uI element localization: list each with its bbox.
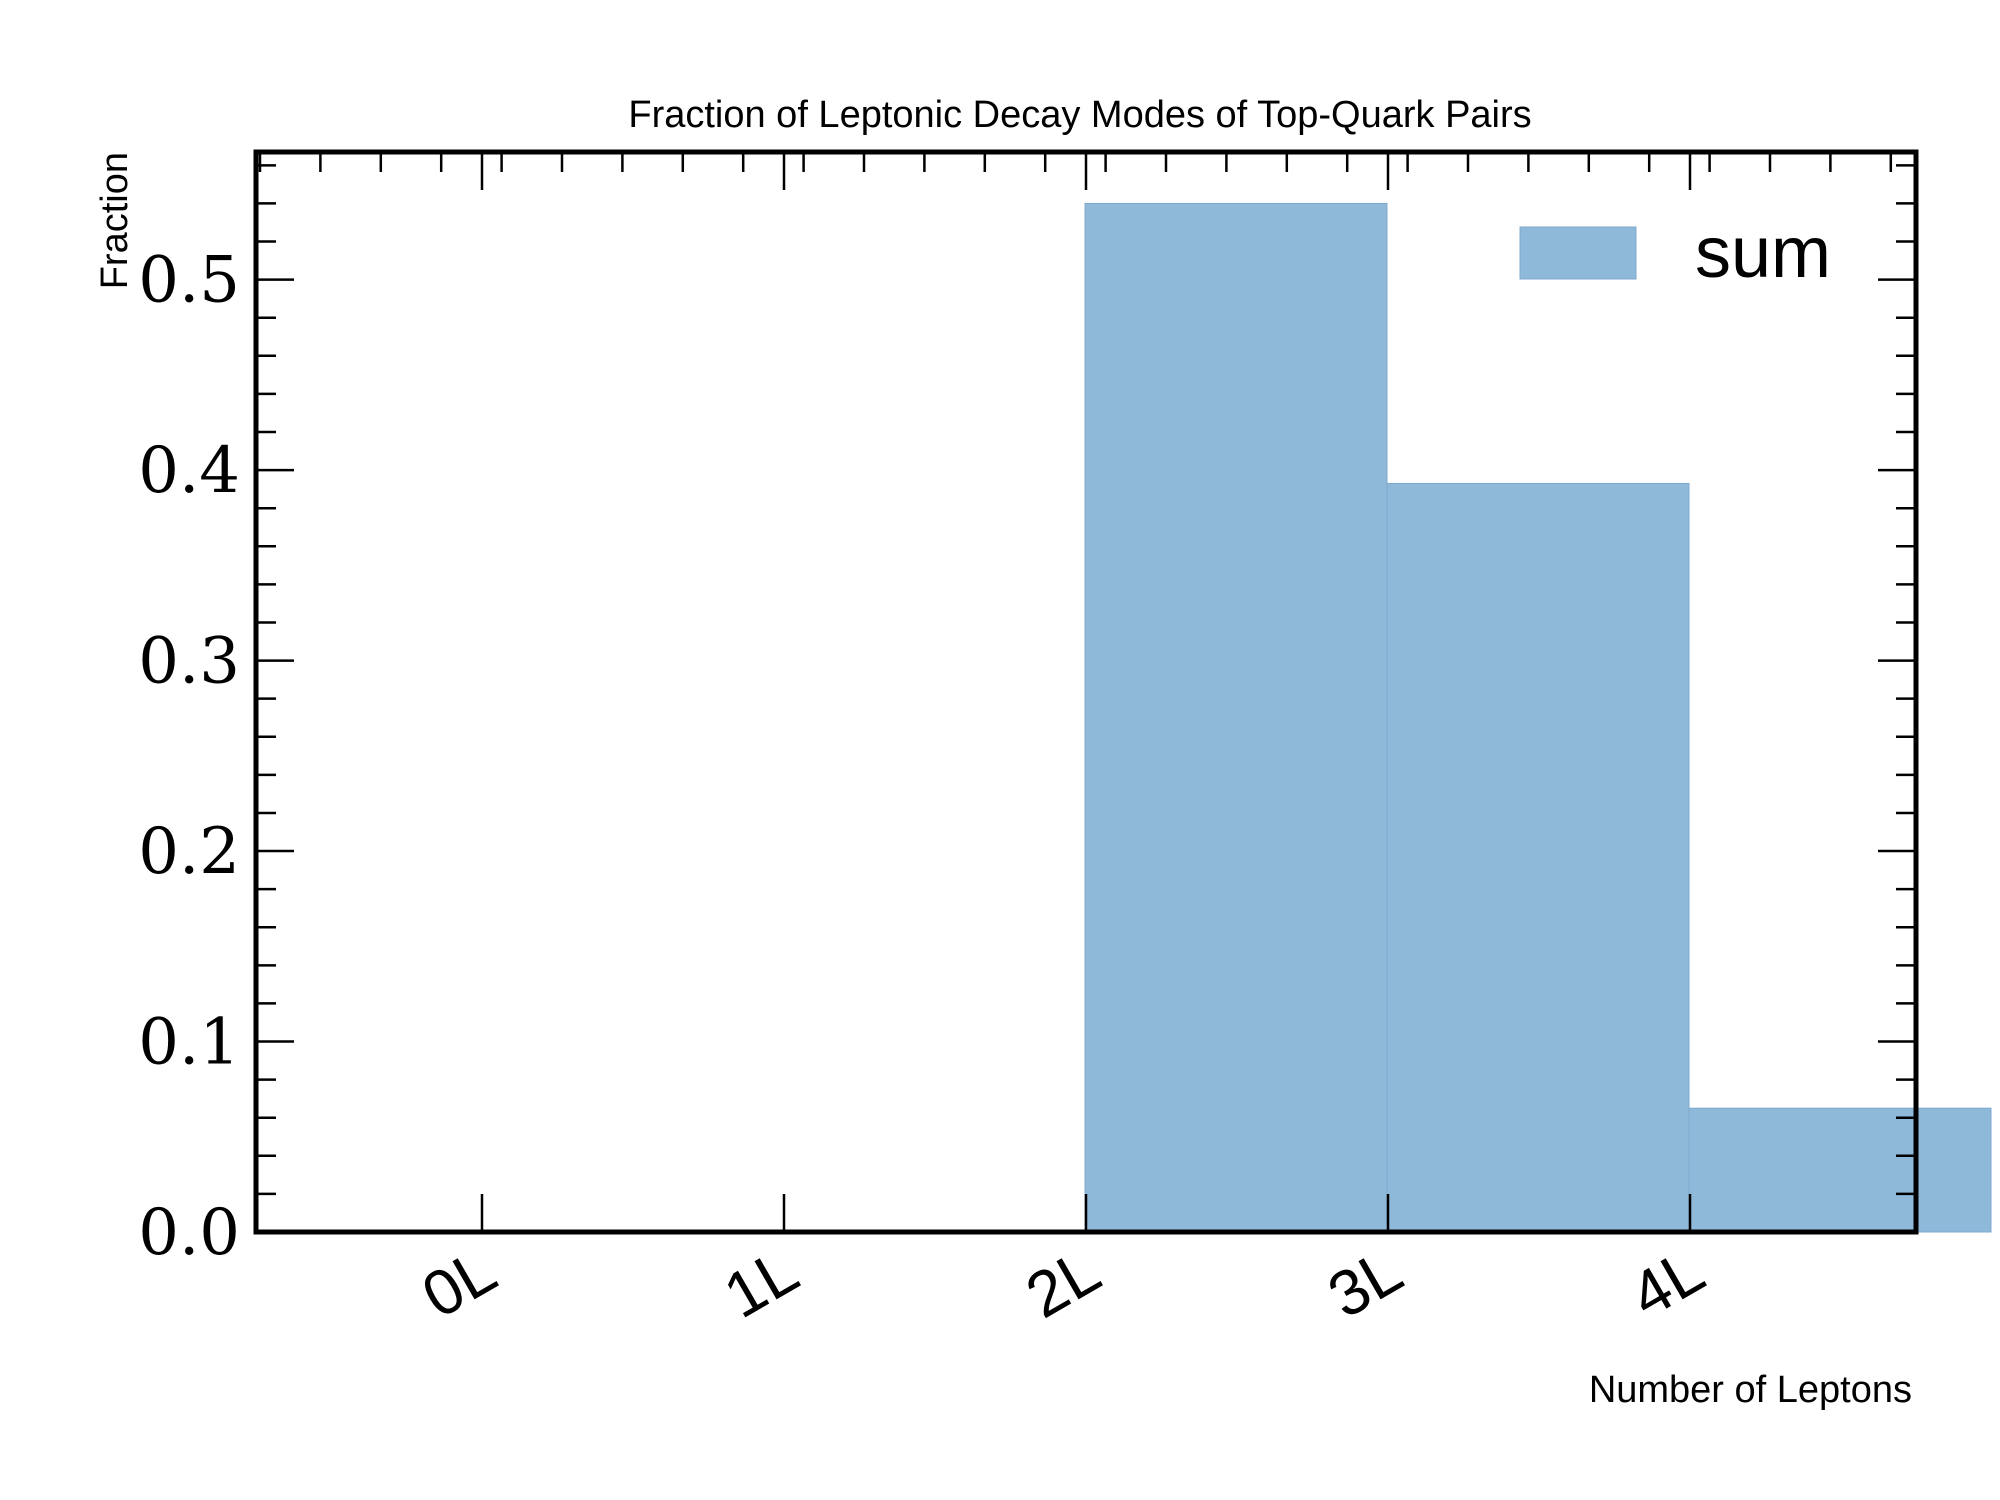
bar-4L bbox=[1688, 1107, 1992, 1233]
x-tick-label-0L: 0L bbox=[410, 1234, 508, 1332]
x-tick-label-1L: 1L bbox=[712, 1234, 810, 1332]
x-tick-labels: 0L 1L 2L 3L 4L bbox=[410, 1234, 1716, 1332]
y-tick-labels: 0.0 0.1 0.2 0.3 0.4 0.5 bbox=[138, 244, 240, 1270]
x-tick-label-3L: 3L bbox=[1316, 1234, 1414, 1332]
y-tick-label: 0.4 bbox=[138, 434, 240, 508]
legend-swatch bbox=[1519, 226, 1637, 280]
x-tick-label-4L: 4L bbox=[1618, 1234, 1716, 1332]
axis-ticks bbox=[256, 152, 1916, 1234]
bar-2L bbox=[1084, 202, 1388, 1233]
bar-group bbox=[1084, 202, 1992, 1233]
y-tick-label: 0.0 bbox=[138, 1196, 240, 1270]
x-tick-label-2L: 2L bbox=[1014, 1234, 1112, 1332]
bar-3L bbox=[1386, 482, 1690, 1233]
legend-label: sum bbox=[1695, 213, 1831, 293]
legend: sum bbox=[1519, 213, 1831, 293]
y-tick-label: 0.1 bbox=[138, 1006, 240, 1080]
chart-title: Fraction of Leptonic Decay Modes of Top-… bbox=[628, 94, 1531, 136]
plot-frame bbox=[253, 149, 1919, 1235]
y-tick-label: 0.3 bbox=[138, 625, 240, 699]
y-tick-label: 0.2 bbox=[138, 815, 240, 889]
x-axis-label: Number of Leptons bbox=[1589, 1369, 1912, 1411]
y-tick-label: 0.5 bbox=[138, 244, 240, 318]
y-axis-label: Fraction bbox=[94, 152, 136, 289]
